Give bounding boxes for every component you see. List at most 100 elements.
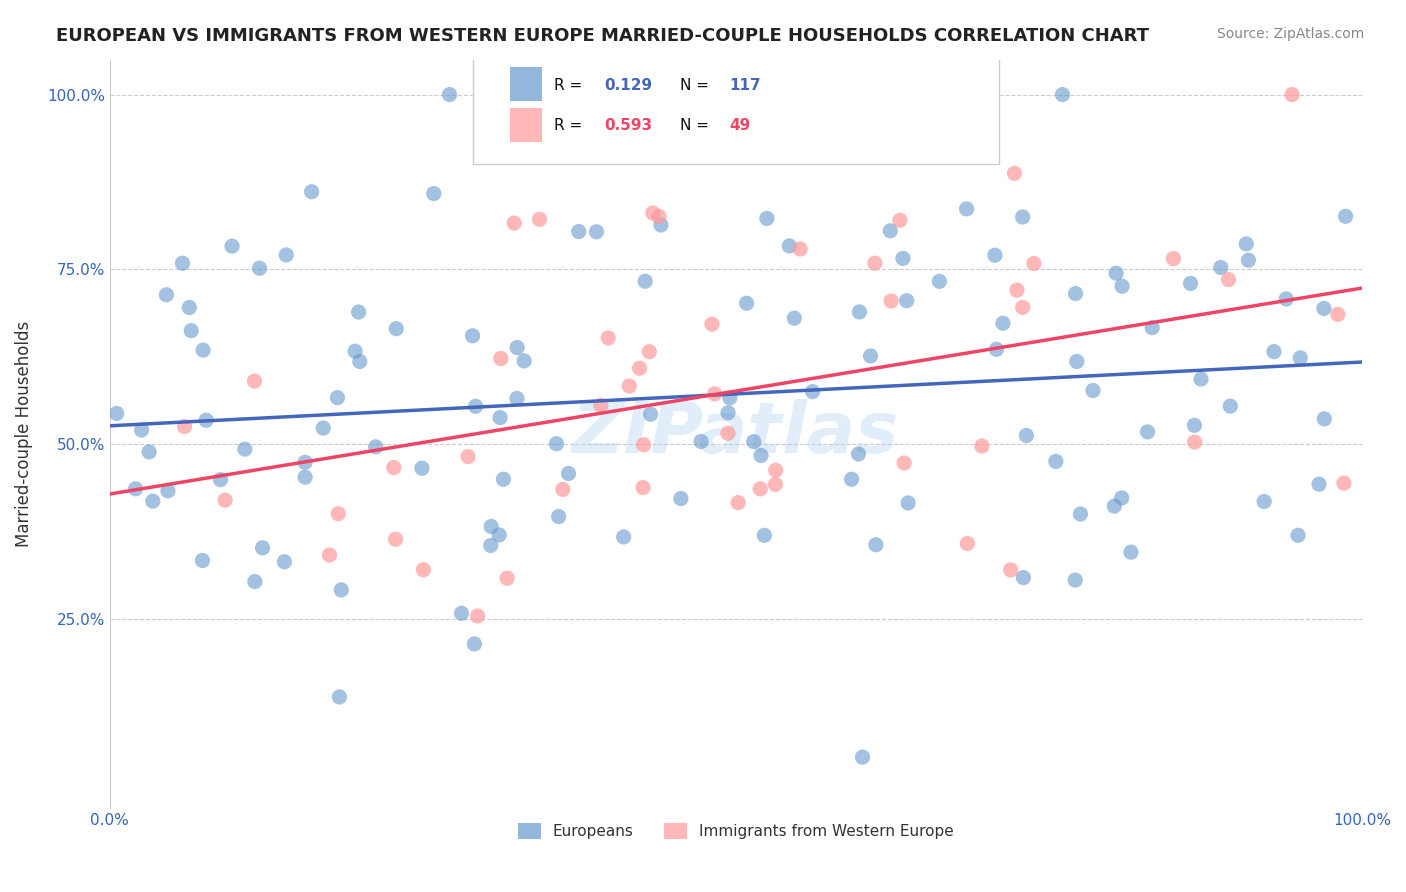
Europeans: [848, 447, 870, 461]
Immigrants from Western Europe: [496, 571, 519, 585]
Europeans: [221, 239, 243, 253]
Europeans: [991, 316, 1014, 330]
Immigrants from Western Europe: [789, 242, 811, 256]
Europeans: [191, 343, 214, 357]
Europeans: [294, 470, 316, 484]
Immigrants from Western Europe: [765, 463, 787, 477]
Europeans: [568, 225, 591, 239]
Immigrants from Western Europe: [889, 213, 911, 227]
Europeans: [450, 607, 472, 621]
Europeans: [1069, 507, 1091, 521]
Europeans: [891, 252, 914, 266]
Europeans: [1140, 320, 1163, 334]
Europeans: [1119, 545, 1142, 559]
Text: 49: 49: [730, 118, 751, 133]
Immigrants from Western Europe: [457, 450, 479, 464]
Europeans: [984, 248, 1007, 262]
Immigrants from Western Europe: [727, 496, 749, 510]
Europeans: [928, 274, 950, 288]
Immigrants from Western Europe: [1004, 166, 1026, 180]
Europeans: [613, 530, 636, 544]
Immigrants from Western Europe: [717, 426, 740, 441]
Immigrants from Western Europe: [863, 256, 886, 270]
Text: 0.593: 0.593: [605, 118, 652, 133]
FancyBboxPatch shape: [510, 67, 541, 101]
Europeans: [294, 455, 316, 469]
Europeans: [423, 186, 446, 201]
Text: ZIPatlas: ZIPatlas: [572, 400, 900, 468]
Europeans: [513, 354, 536, 368]
Text: N =: N =: [679, 118, 713, 133]
Europeans: [1313, 301, 1336, 316]
Text: Source: ZipAtlas.com: Source: ZipAtlas.com: [1216, 27, 1364, 41]
Europeans: [1263, 344, 1285, 359]
Europeans: [1286, 528, 1309, 542]
Europeans: [755, 211, 778, 226]
Europeans: [865, 538, 887, 552]
Europeans: [1052, 87, 1074, 102]
Europeans: [344, 344, 367, 359]
Europeans: [1064, 573, 1087, 587]
Immigrants from Western Europe: [970, 439, 993, 453]
Europeans: [634, 274, 657, 288]
Europeans: [1011, 210, 1033, 224]
Europeans: [463, 637, 485, 651]
Europeans: [506, 341, 529, 355]
Immigrants from Western Europe: [893, 456, 915, 470]
Immigrants from Western Europe: [382, 460, 405, 475]
Europeans: [1219, 399, 1241, 413]
Immigrants from Western Europe: [489, 351, 512, 366]
Europeans: [124, 482, 146, 496]
Europeans: [155, 287, 177, 301]
Europeans: [364, 440, 387, 454]
Europeans: [328, 690, 350, 704]
Europeans: [1012, 571, 1035, 585]
Europeans: [233, 442, 256, 457]
Europeans: [859, 349, 882, 363]
Immigrants from Western Europe: [529, 212, 551, 227]
FancyBboxPatch shape: [510, 108, 541, 142]
Europeans: [411, 461, 433, 475]
Immigrants from Western Europe: [214, 493, 236, 508]
Immigrants from Western Europe: [1011, 301, 1033, 315]
Immigrants from Western Europe: [412, 563, 434, 577]
Europeans: [273, 555, 295, 569]
Immigrants from Western Europe: [503, 216, 526, 230]
Europeans: [138, 445, 160, 459]
Europeans: [492, 472, 515, 486]
Europeans: [735, 296, 758, 310]
Europeans: [783, 311, 806, 326]
Immigrants from Western Europe: [1000, 563, 1022, 577]
Europeans: [546, 436, 568, 450]
Immigrants from Western Europe: [628, 361, 651, 376]
Immigrants from Western Europe: [763, 477, 786, 491]
Europeans: [489, 410, 512, 425]
FancyBboxPatch shape: [472, 52, 998, 164]
Immigrants from Western Europe: [598, 331, 620, 345]
Immigrants from Western Europe: [880, 293, 903, 308]
Immigrants from Western Europe: [1281, 87, 1303, 102]
Immigrants from Western Europe: [384, 533, 406, 547]
Text: R =: R =: [554, 118, 588, 133]
Immigrants from Western Europe: [243, 374, 266, 388]
Immigrants from Western Europe: [619, 379, 641, 393]
Europeans: [506, 392, 529, 406]
Immigrants from Western Europe: [1163, 252, 1185, 266]
Europeans: [464, 399, 486, 413]
Europeans: [131, 423, 153, 437]
Europeans: [209, 473, 232, 487]
Europeans: [1081, 384, 1104, 398]
Europeans: [1111, 279, 1133, 293]
Europeans: [179, 301, 201, 315]
Europeans: [801, 384, 824, 399]
Immigrants from Western Europe: [1184, 435, 1206, 450]
Europeans: [669, 491, 692, 506]
Europeans: [385, 321, 408, 335]
Europeans: [1104, 499, 1126, 513]
Europeans: [717, 406, 740, 420]
Immigrants from Western Europe: [641, 206, 664, 220]
Europeans: [1234, 236, 1257, 251]
Europeans: [1308, 477, 1330, 491]
Europeans: [1253, 494, 1275, 508]
Immigrants from Western Europe: [1022, 256, 1045, 270]
